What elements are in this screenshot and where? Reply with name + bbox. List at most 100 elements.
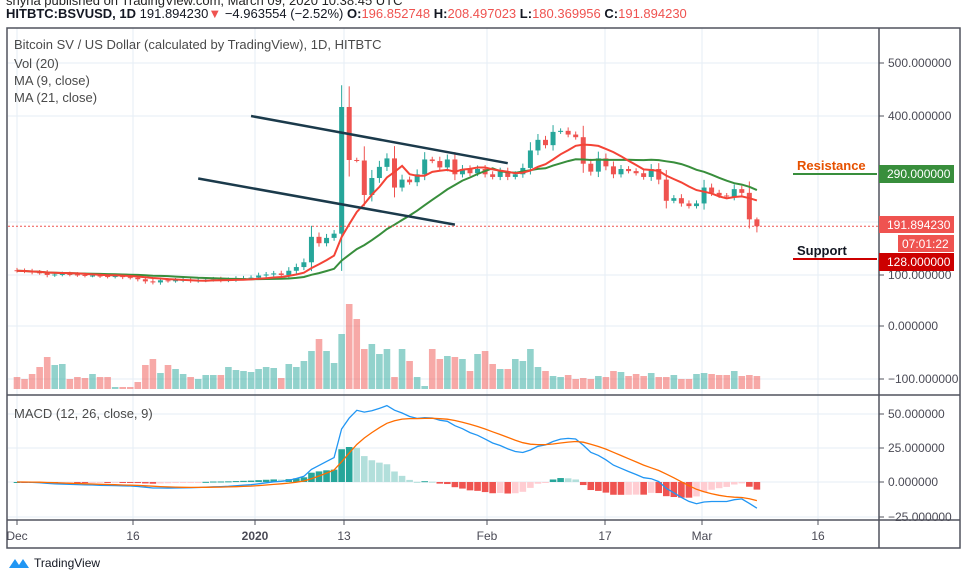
candle-body	[339, 106, 345, 234]
open-value: 196.852748	[361, 6, 431, 21]
candle-body	[716, 192, 722, 196]
macd-histogram-bar	[142, 482, 149, 484]
macd-axis-label: 50.000000	[888, 407, 945, 421]
candle-body	[505, 171, 511, 177]
candle-body	[694, 203, 699, 207]
volume-bar	[383, 349, 391, 389]
candle-body	[724, 195, 730, 197]
price-axis-label: −100.000000	[888, 372, 959, 386]
macd-histogram-bar	[164, 482, 172, 484]
volume-bar	[43, 357, 51, 389]
macd-histogram-bar	[512, 482, 519, 494]
volume-bar	[391, 377, 398, 389]
candle-body	[173, 280, 179, 282]
macd-histogram-bar	[247, 480, 255, 482]
volume-bar	[685, 379, 693, 389]
macd-histogram-bar	[323, 470, 330, 482]
candle-body	[248, 277, 254, 279]
volume-bar	[708, 374, 715, 389]
symbol-bar: HITBTC:BSVUSD, 1D 191.894230▼ −4.963554 …	[6, 6, 687, 21]
volume-bar	[247, 372, 255, 389]
candle-body	[626, 169, 632, 172]
candle-body	[746, 192, 752, 220]
time-label: 16	[811, 529, 825, 543]
macd-histogram-bar	[134, 482, 142, 484]
price-axis-label: 0.000000	[888, 319, 938, 333]
candle-body	[633, 171, 639, 174]
volume-bar	[308, 351, 315, 389]
volume-bar	[504, 369, 512, 389]
candle-body	[82, 275, 88, 276]
volume-bars	[13, 304, 761, 389]
legend-macd[interactable]: MACD (12, 26, close, 9)	[14, 406, 153, 421]
legend-vol[interactable]: Vol (20)	[14, 56, 59, 71]
volume-bar	[572, 379, 579, 389]
candle-body	[739, 189, 745, 193]
macd-histogram-bar	[308, 472, 315, 482]
macd-line	[16, 404, 758, 509]
volume-bar	[512, 359, 519, 389]
macd-histogram-bar	[157, 482, 164, 484]
macd-histogram-bar	[413, 481, 421, 483]
candle-body	[271, 273, 277, 275]
countdown-tag	[898, 235, 954, 252]
published-info: shyna published on TradingView.com, Marc…	[6, 0, 403, 8]
macd-histogram-bar	[262, 479, 270, 482]
signal-line	[17, 417, 758, 502]
support-label: Support	[797, 243, 847, 258]
time-label: 17	[598, 529, 612, 543]
macd-histogram-bar	[376, 462, 383, 482]
macd-histogram-bar	[625, 482, 632, 495]
volume-bar	[217, 375, 225, 389]
volume-bar	[262, 367, 270, 389]
macd-histogram-bar	[187, 482, 194, 483]
volume-bar	[549, 376, 557, 389]
candle-body	[59, 273, 65, 275]
macd-histogram-bar	[587, 482, 595, 491]
volume-bar	[164, 365, 172, 389]
resistance-label: Resistance	[797, 158, 866, 173]
support-price-tag	[879, 253, 954, 271]
volume-bar	[610, 371, 617, 389]
candle-body	[558, 130, 564, 132]
candle-body	[580, 137, 586, 164]
candle-body	[105, 276, 111, 278]
macd-histogram-bar	[647, 482, 655, 493]
candle-body	[293, 267, 299, 271]
candle-body	[565, 130, 571, 135]
candle-body	[308, 236, 314, 263]
macd-histogram-bar	[640, 482, 647, 495]
volume-bar	[519, 361, 527, 389]
last-price: 191.894230	[139, 6, 209, 21]
candle-body	[527, 150, 533, 168]
macd-histogram-bar	[632, 482, 640, 495]
tradingview-logo-icon	[9, 559, 29, 568]
candle-body	[543, 139, 548, 146]
volume-bar	[232, 370, 240, 389]
legend-ma21[interactable]: MA (21, close)	[14, 90, 97, 105]
candle-body	[686, 203, 692, 207]
volume-bar	[345, 304, 353, 389]
volume-bar	[66, 379, 74, 389]
macd-histogram-bar	[179, 482, 187, 483]
tradingview-logo[interactable]: TradingView	[8, 556, 100, 570]
volume-bar	[489, 364, 496, 389]
macd-axis-label: 25.000000	[888, 441, 945, 455]
candle-body	[437, 161, 443, 168]
candle-body	[112, 276, 118, 278]
macd-histogram-bar	[527, 482, 534, 488]
symbol: HITBTC:BSVUSD, 1D	[6, 6, 137, 21]
chart-frame	[6, 27, 961, 549]
volume-bar	[81, 378, 89, 389]
macd-axis-label: −25.000000	[888, 510, 952, 524]
volume-bar	[678, 379, 685, 389]
macd-histogram-bar	[353, 447, 361, 482]
high-value: 208.497023	[447, 6, 517, 21]
macd-histogram-bar	[534, 482, 542, 484]
volume-bar	[753, 376, 761, 389]
last-price-axis: 191.894230	[887, 218, 951, 232]
legend-ma9[interactable]: MA (9, close)	[14, 73, 90, 88]
volume-bar	[625, 376, 632, 389]
macd-histogram-bar	[549, 479, 557, 482]
